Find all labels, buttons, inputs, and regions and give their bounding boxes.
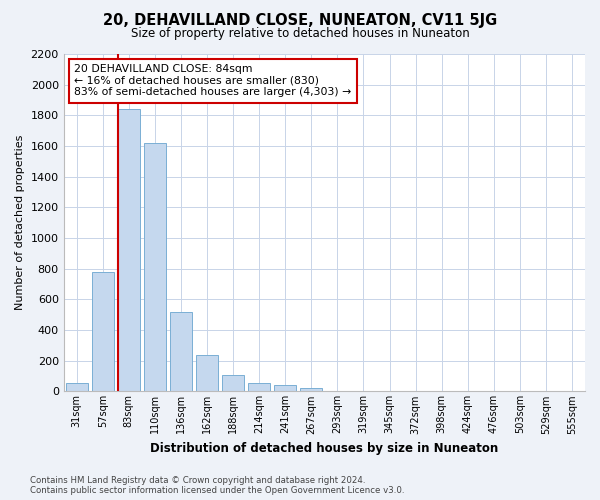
Bar (170, 312, 192, 392)
Y-axis label: Number of detached properties: Number of detached properties (15, 135, 25, 310)
Bar (65, 383, 88, 392)
Bar (248, 383, 270, 392)
Text: Size of property relative to detached houses in Nuneaton: Size of property relative to detached ho… (131, 28, 469, 40)
Bar (326, 390, 349, 392)
Text: 20, DEHAVILLAND CLOSE, NUNEATON, CV11 5JG: 20, DEHAVILLAND CLOSE, NUNEATON, CV11 5J… (103, 12, 497, 28)
Bar (300, 388, 322, 392)
Text: 20 DEHAVILLAND CLOSE: 84sqm
← 16% of detached houses are smaller (830)
83% of se: 20 DEHAVILLAND CLOSE: 84sqm ← 16% of det… (74, 64, 352, 98)
Bar (274, 386, 296, 392)
Bar (92, 272, 114, 392)
Bar (144, 143, 166, 392)
Bar (222, 375, 244, 392)
Bar (118, 109, 140, 392)
X-axis label: Distribution of detached houses by size in Nuneaton: Distribution of detached houses by size … (150, 442, 499, 455)
Text: Contains HM Land Registry data © Crown copyright and database right 2024.
Contai: Contains HM Land Registry data © Crown c… (30, 476, 404, 495)
Bar (196, 354, 218, 392)
